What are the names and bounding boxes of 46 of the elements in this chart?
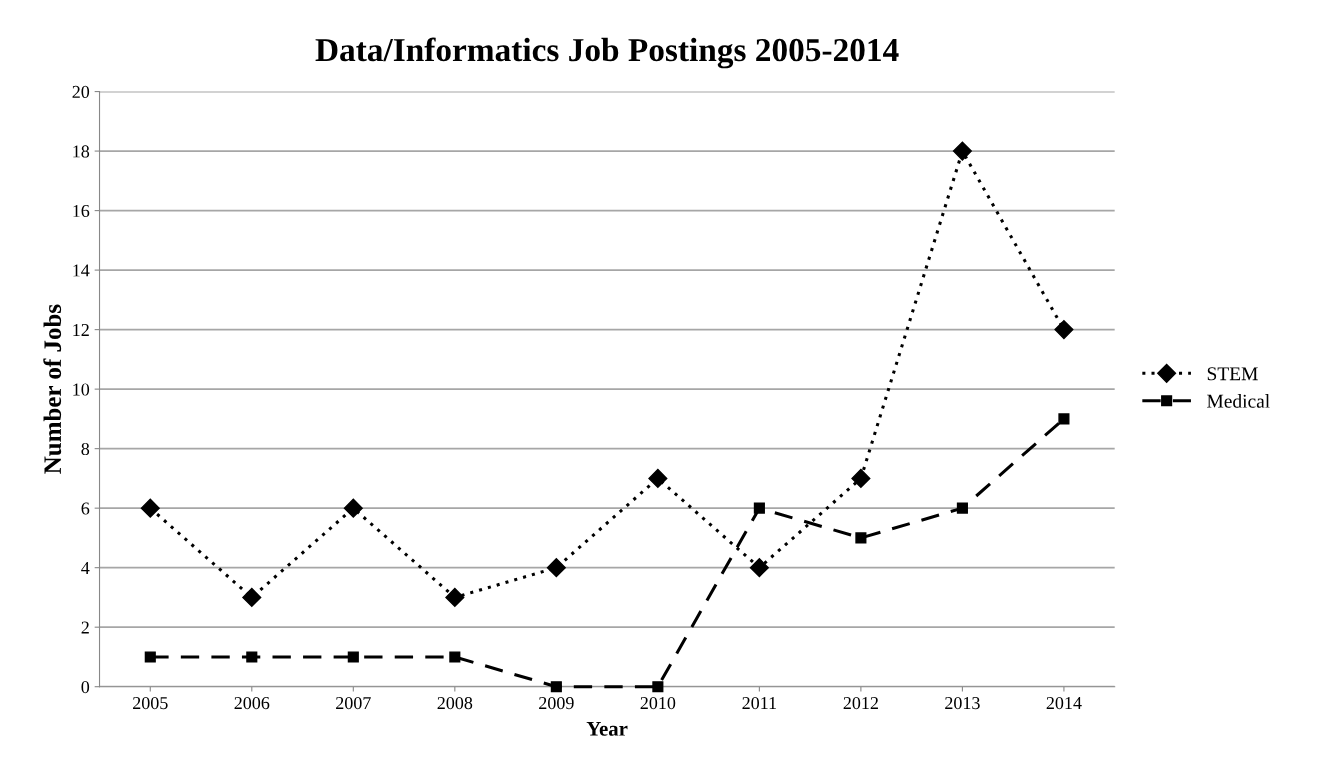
point [449, 651, 461, 663]
point [144, 651, 156, 663]
point [343, 498, 363, 518]
point [550, 681, 562, 693]
y-tick-label: 10 [73, 383, 90, 396]
legend-label: STEM [1207, 367, 1258, 381]
point [1058, 413, 1070, 425]
x-tick-label: 2007 [336, 696, 371, 710]
x-tick-label: 2009 [539, 696, 574, 710]
point [749, 558, 769, 578]
y-tick-label: 20 [72, 85, 90, 98]
legend-label: Medical [1207, 394, 1270, 408]
point [546, 558, 566, 578]
x-tick-label: 2014 [1046, 696, 1082, 710]
y-tick-label: 4 [81, 562, 90, 574]
point [956, 502, 968, 514]
x-tick-label: 2012 [843, 696, 878, 710]
point [952, 141, 972, 161]
y-tick-label: 12 [73, 323, 89, 336]
point [648, 468, 668, 488]
y-tick-label: 2 [81, 621, 89, 634]
y-tick-label: 16 [73, 204, 90, 218]
x-tick-label: 2006 [234, 696, 270, 710]
point [347, 651, 359, 663]
point [445, 587, 465, 607]
x-tick-label: 2008 [437, 696, 473, 710]
x-tick-label: 2005 [133, 696, 168, 710]
chart-title: Data/Informatics Job Postings 2005-2014 [315, 37, 899, 69]
y-tick-label: 14 [73, 264, 90, 277]
point [140, 498, 160, 518]
point [1054, 320, 1074, 340]
point [652, 681, 664, 693]
y-tick-label: 8 [81, 442, 90, 456]
y-axis-title: Number of Jobs [43, 304, 62, 474]
point [851, 468, 871, 488]
point [246, 651, 258, 663]
x-tick-label: 2011 [742, 696, 777, 710]
point [855, 532, 867, 544]
x-axis-title: Year [586, 721, 628, 736]
point [753, 502, 765, 514]
point [242, 587, 262, 607]
y-tick-label: 18 [73, 145, 90, 158]
x-tick-label: 2010 [640, 696, 676, 710]
y-tick-label: 0 [81, 680, 90, 694]
y-tick-label: 6 [81, 502, 90, 515]
x-tick-label: 2013 [945, 696, 980, 710]
